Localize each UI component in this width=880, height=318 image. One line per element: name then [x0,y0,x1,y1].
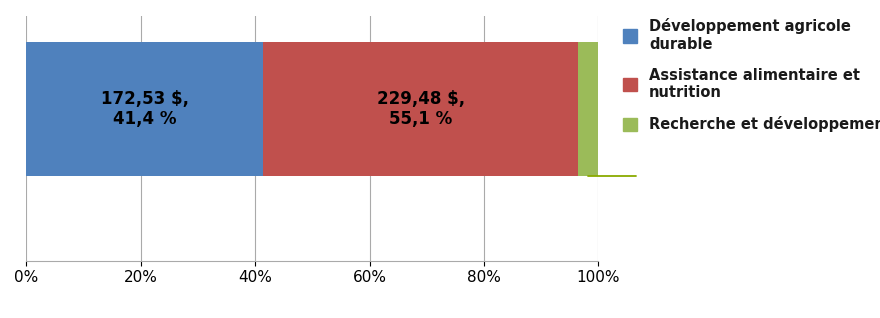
Text: 172,53 $,
41,4 %: 172,53 $, 41,4 % [101,90,189,128]
Bar [578,42,598,176]
Bar [263,42,578,176]
Legend: Développement agricole
durable, Assistance alimentaire et
nutrition, Recherche e: Développement agricole durable, Assistan… [623,18,880,132]
Text: 229,48 $,
55,1 %: 229,48 $, 55,1 % [377,90,465,128]
Bar [26,42,263,176]
